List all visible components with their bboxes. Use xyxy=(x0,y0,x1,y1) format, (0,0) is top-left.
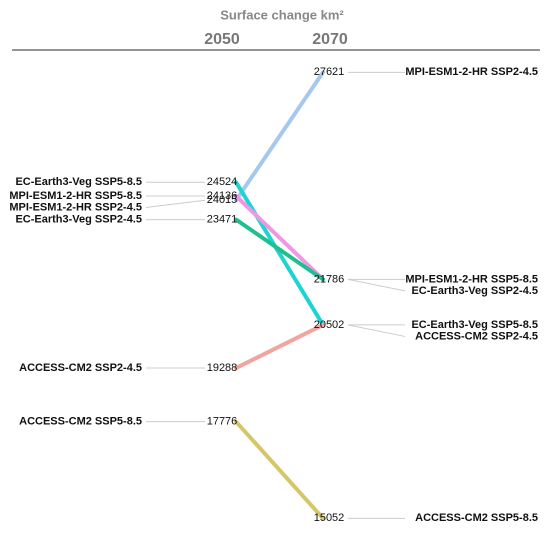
series-name: ACCESS-CM2 SSP2-4.5 xyxy=(19,362,142,374)
leader-line xyxy=(347,324,406,337)
series-name: MPI-ESM1-2-HR SSP5-8.5 xyxy=(9,190,142,202)
slope-line xyxy=(234,70,325,203)
value-label: 23471 xyxy=(207,213,238,225)
series-name: EC-Earth3-Veg SSP2-4.5 xyxy=(411,285,538,297)
chart-title: Surface change km² xyxy=(220,7,344,22)
series-name: ACCESS-CM2 SSP5-8.5 xyxy=(19,416,142,428)
series-name: MPI-ESM1-2-HR SSP2-4.5 xyxy=(405,66,538,78)
slope-line xyxy=(234,180,325,327)
series-name: EC-Earth3-Veg SSP5-8.5 xyxy=(15,176,142,188)
series-name: MPI-ESM1-2-HR SSP5-8.5 xyxy=(405,273,538,285)
series-name: MPI-ESM1-2-HR SSP2-4.5 xyxy=(9,201,142,213)
slope-line xyxy=(234,419,325,521)
leader-line xyxy=(347,278,406,292)
value-label: 20502 xyxy=(314,319,345,331)
value-label: 15052 xyxy=(314,512,345,524)
series-name: ACCESS-CM2 SSP5-8.5 xyxy=(415,512,538,524)
value-label: 24136 xyxy=(207,190,238,202)
series-name: EC-Earth3-Veg SSP2-4.5 xyxy=(15,213,142,225)
slope-line xyxy=(234,322,325,371)
slope-line xyxy=(234,193,325,282)
slope-line xyxy=(234,217,325,282)
value-label: 21786 xyxy=(314,273,345,285)
value-label: 24524 xyxy=(207,176,238,188)
series-name: EC-Earth3-Veg SSP5-8.5 xyxy=(411,319,538,331)
column-header: 2050 xyxy=(204,31,240,48)
value-label: 24015 xyxy=(207,194,238,206)
value-label: 19288 xyxy=(207,362,238,374)
leader-line xyxy=(145,199,206,208)
value-label: 27621 xyxy=(314,66,345,78)
series-name: ACCESS-CM2 SSP2-4.5 xyxy=(415,330,538,342)
column-header: 2070 xyxy=(312,31,348,48)
value-label: 17776 xyxy=(207,416,238,428)
